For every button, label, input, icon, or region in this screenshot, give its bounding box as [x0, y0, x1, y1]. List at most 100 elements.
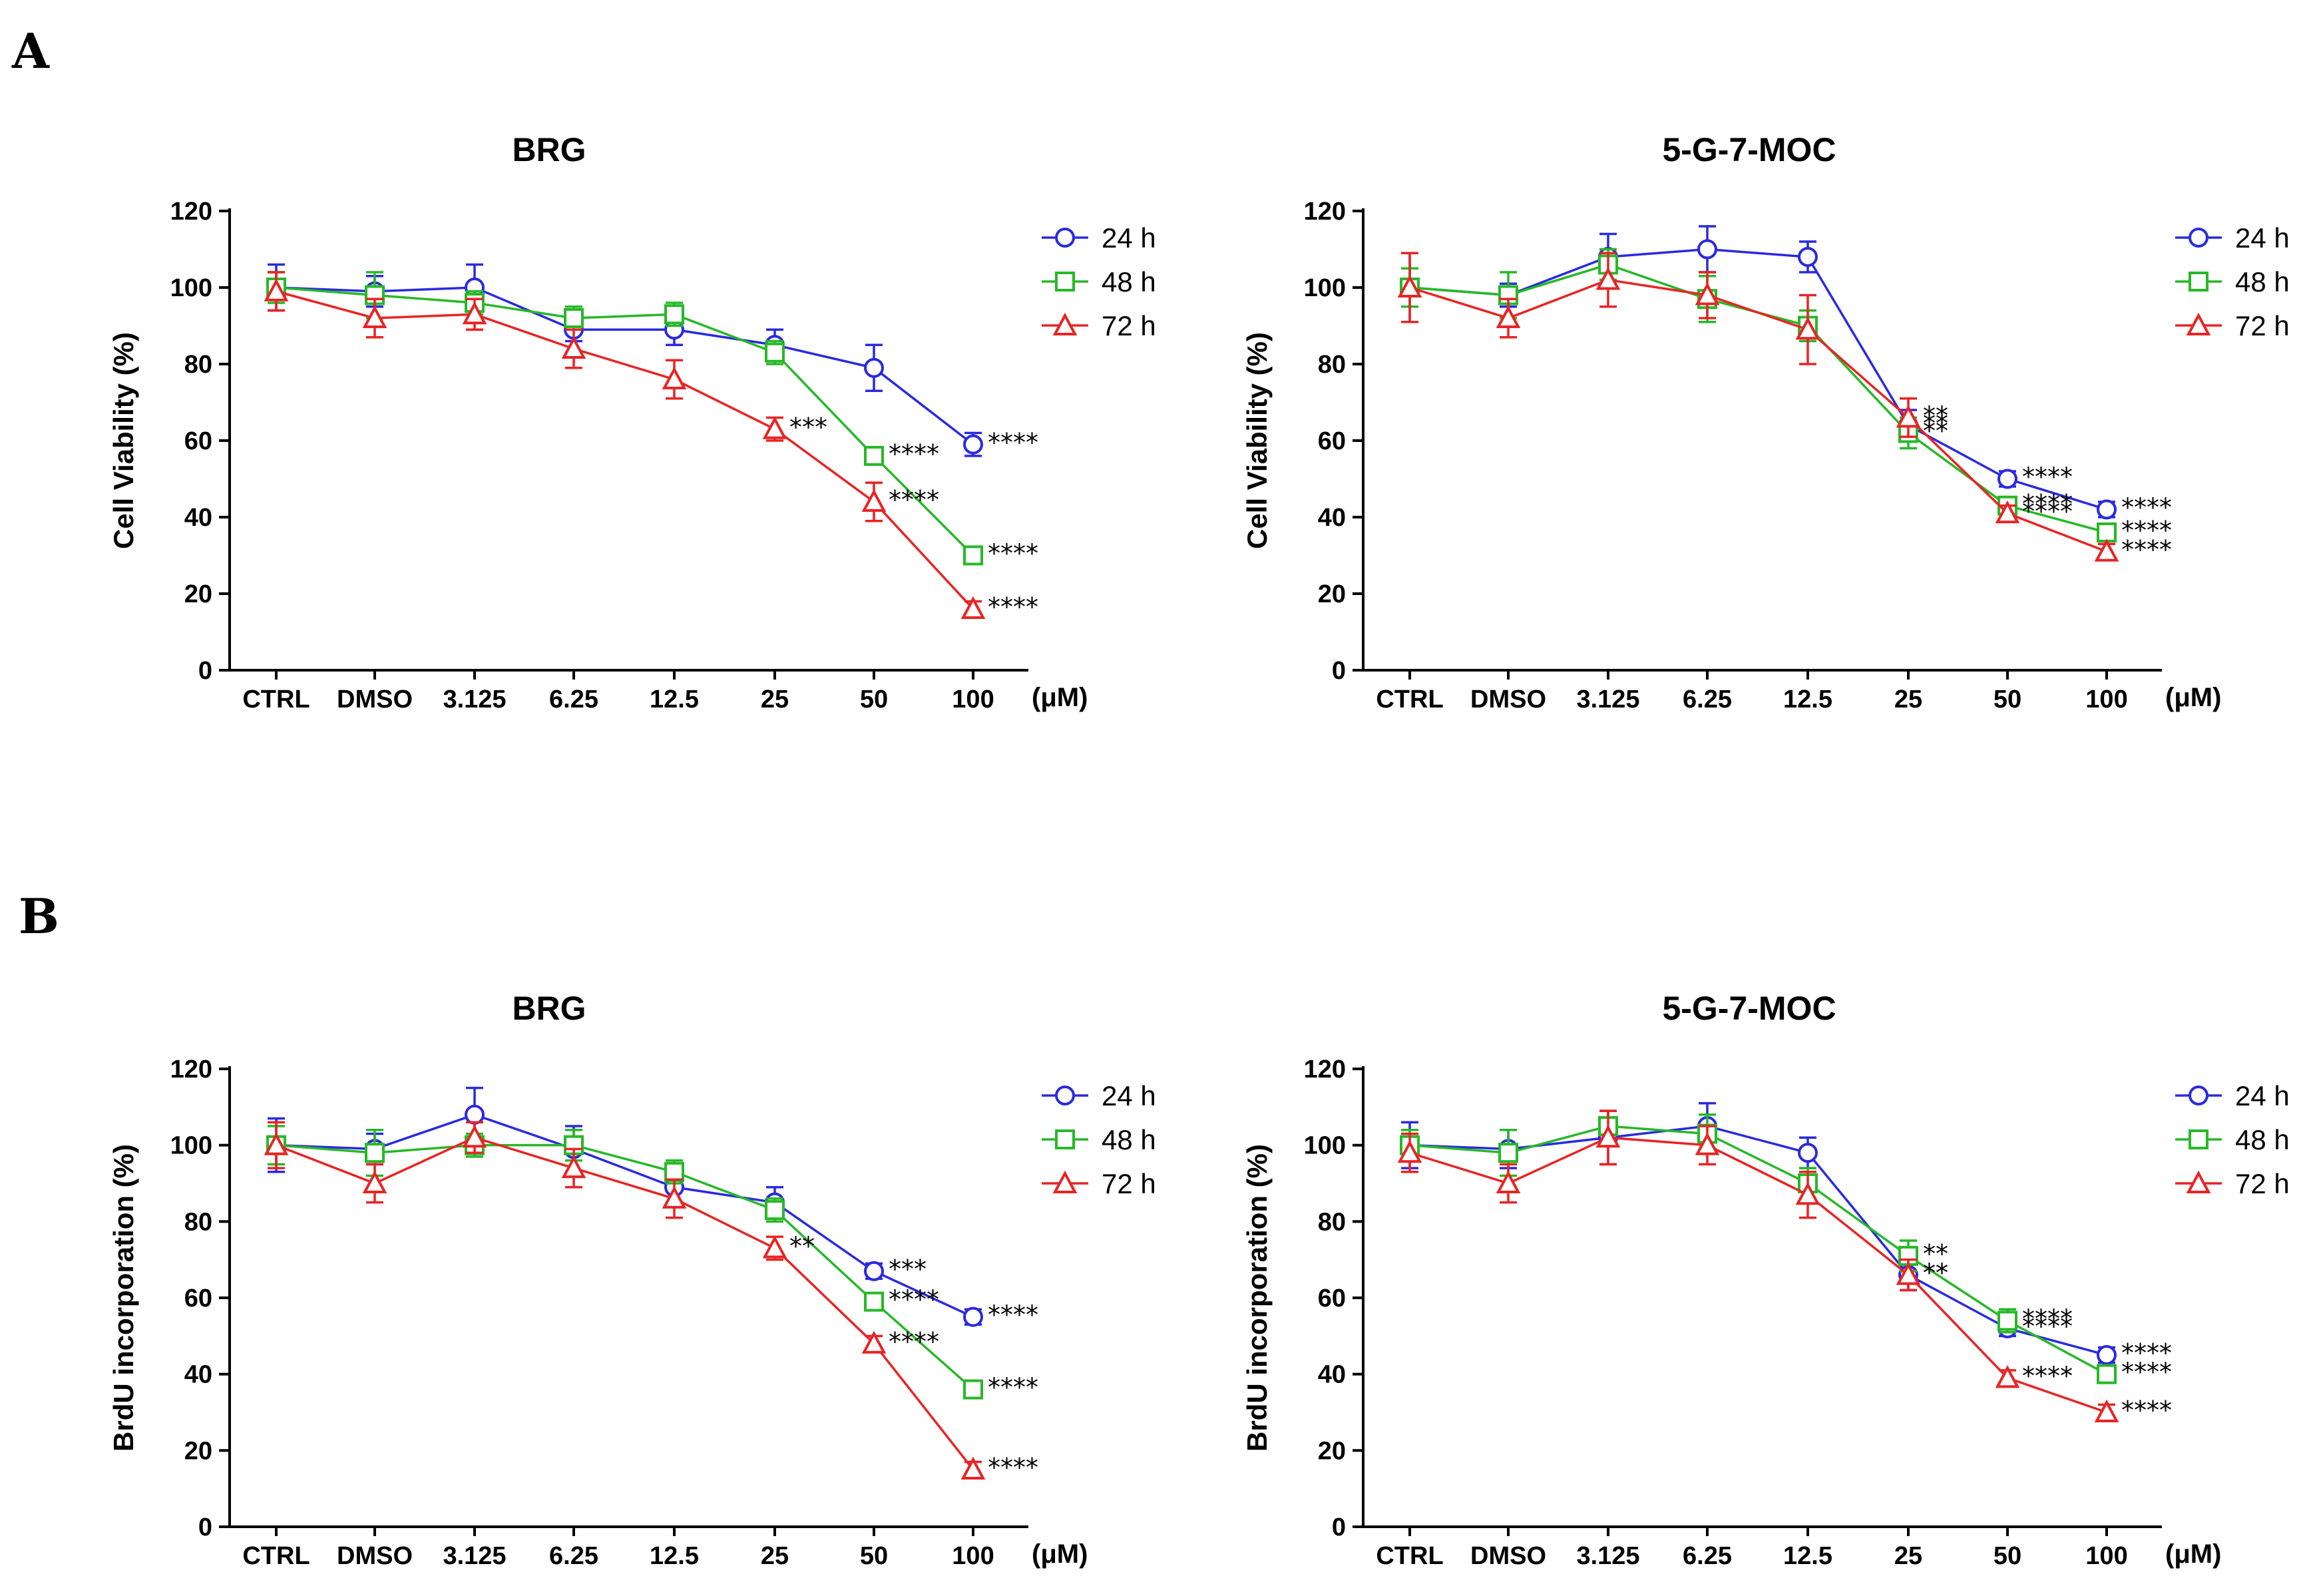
legend-label: 72 h	[2235, 1168, 2290, 1199]
data-point-24-h-50	[864, 357, 884, 378]
legend-marker-circle	[2189, 228, 2208, 248]
legend-label: 48 h	[1102, 266, 1156, 298]
x-tick-label-ctrl: CTRL	[242, 686, 310, 713]
legend-item-24-h: 24 h	[2175, 222, 2290, 254]
chart-a-5g7moc-cell-viability: 5-G-7-MOC 0 20 40 60 80 100 120 CTRL DMSO 3.125 6.2…	[1241, 131, 2290, 713]
series-line-24-h	[1409, 248, 2107, 511]
y-tick-label: 120	[170, 1056, 212, 1084]
x-tick-label-dmso: DMSO	[1470, 1542, 1546, 1570]
significance-annotation: **	[1923, 1239, 1948, 1269]
x-tick-label-3-125: 3.125	[1576, 1542, 1639, 1570]
x-tick-label-12-5: 12.5	[650, 1542, 699, 1570]
data-point-72-h-6-25	[1695, 1132, 1720, 1155]
x-tick-label-12-5: 12.5	[1783, 686, 1832, 713]
data-point-48-h-25	[765, 342, 785, 363]
significance-annotation: **	[1923, 409, 1948, 438]
data-point-72-h-3-125	[462, 1124, 487, 1148]
data-point-48-h-dmso	[1498, 1143, 1518, 1163]
y-tick-label: 100	[1304, 274, 1346, 302]
panel-label-b: B	[19, 888, 59, 944]
legend-label: 48 h	[2235, 266, 2290, 298]
x-tick-label-6-25: 6.25	[1683, 1542, 1732, 1570]
legend-marker-triangle	[2186, 1170, 2211, 1193]
y-axis-label: BrdU incorporation (%)	[108, 1144, 139, 1452]
significance-annotation: ****	[889, 439, 939, 469]
series-line-72-h	[276, 1136, 974, 1471]
significance-annotation: ****	[2022, 463, 2073, 492]
y-tick-label: 40	[1318, 504, 1346, 532]
data-point-48-h-50	[1997, 1310, 2017, 1331]
significance-annotation: ****	[988, 1300, 1038, 1330]
legend-item-48-h: 48 h	[1042, 1124, 1156, 1155]
significance-annotation: ****	[2022, 1361, 2073, 1390]
x-tick-label-12-5: 12.5	[1783, 1542, 1832, 1570]
legend-label: 72 h	[1102, 310, 1156, 341]
x-tick-label-50: 50	[860, 686, 888, 713]
data-point-72-h-100	[960, 1456, 986, 1480]
legend-marker-triangle	[1052, 1170, 1078, 1193]
data-point-72-h-ctrl	[264, 1132, 289, 1155]
y-tick-label: 120	[1304, 198, 1346, 226]
x-tick-label-50: 50	[860, 1542, 888, 1570]
x-tick-label-100: 100	[952, 686, 994, 713]
y-tick-label: 60	[184, 427, 212, 455]
significance-annotation: ****	[2022, 489, 2073, 518]
data-point-48-h-100	[963, 545, 983, 566]
x-tick-label-25: 25	[1894, 1542, 1922, 1570]
data-point-72-h-12-5	[1795, 317, 1820, 340]
significance-annotation: ****	[988, 539, 1038, 568]
data-point-72-h-25	[1896, 1262, 1921, 1285]
data-point-48-h-50	[864, 1291, 884, 1312]
series-72-h: **********	[264, 1121, 1038, 1482]
data-point-24-h-6-25	[1697, 239, 1717, 260]
y-tick-label: 40	[184, 504, 212, 532]
data-point-72-h-3-125	[1595, 267, 1621, 290]
legend-marker-triangle	[2186, 312, 2211, 335]
x-tick-label-dmso: DMSO	[1470, 686, 1546, 713]
series-line-24-h	[1409, 1125, 2107, 1356]
series-48-h: **** ****	[266, 1125, 1038, 1402]
y-tick-label: 20	[1318, 1437, 1346, 1465]
legend-label: 24 h	[1102, 1080, 1156, 1111]
significance-annotation: ****	[2121, 535, 2172, 564]
y-tick-label: 60	[1318, 1285, 1346, 1312]
legend-item-72-h: 72 h	[1042, 1168, 1156, 1199]
x-unit-label: (μM)	[1032, 683, 1088, 712]
y-tick-label: 60	[184, 1285, 212, 1312]
significance-annotation: **	[1923, 1259, 1948, 1288]
data-point-72-h-3-125	[1595, 1124, 1621, 1148]
series-48-h: **** ****	[266, 271, 1038, 568]
x-tick-label-100: 100	[2085, 686, 2127, 713]
data-point-72-h-ctrl	[1397, 1139, 1422, 1163]
series-line-72-h	[276, 290, 974, 610]
significance-annotation: ****	[988, 1373, 1038, 1402]
data-point-48-h-12-5	[664, 304, 684, 325]
x-unit-label: (μM)	[2165, 683, 2221, 712]
data-point-48-h-25	[765, 1200, 785, 1221]
y-tick-label: 20	[184, 580, 212, 608]
data-point-48-h-100	[2097, 522, 2117, 542]
chart-a-brg-cell-viability: BRG 0 20 40 60 80 100 120 CTRL DMSO 3.125 6.25 12.5 2…	[108, 131, 1156, 713]
y-tick-label: 0	[1332, 657, 1346, 685]
series-line-72-h	[1409, 278, 2107, 553]
significance-annotation: ****	[2121, 1358, 2172, 1387]
legend-item-72-h: 72 h	[2175, 1168, 2290, 1199]
data-point-72-h-25	[762, 1235, 787, 1259]
x-tick-label-6-25: 6.25	[549, 686, 598, 713]
data-point-72-h-50	[1995, 500, 2020, 524]
data-point-72-h-ctrl	[264, 278, 289, 301]
x-tick-label-3-125: 3.125	[1576, 686, 1639, 713]
x-tick-label-ctrl: CTRL	[1376, 686, 1443, 713]
significance-annotation: ***	[789, 413, 827, 442]
data-point-48-h-50	[864, 446, 884, 466]
data-point-72-h-12-5	[662, 366, 687, 389]
y-tick-label: 100	[170, 1132, 212, 1160]
x-tick-label-dmso: DMSO	[337, 686, 413, 713]
legend-item-48-h: 48 h	[1042, 266, 1156, 298]
data-point-72-h-ctrl	[1397, 274, 1422, 298]
legend-item-48-h: 48 h	[2175, 1124, 2290, 1155]
data-point-72-h-25	[762, 416, 787, 439]
series-24-h: **********	[1400, 225, 2172, 522]
data-point-24-h-12-5	[1798, 247, 1818, 267]
significance-annotation: ****	[988, 428, 1038, 457]
